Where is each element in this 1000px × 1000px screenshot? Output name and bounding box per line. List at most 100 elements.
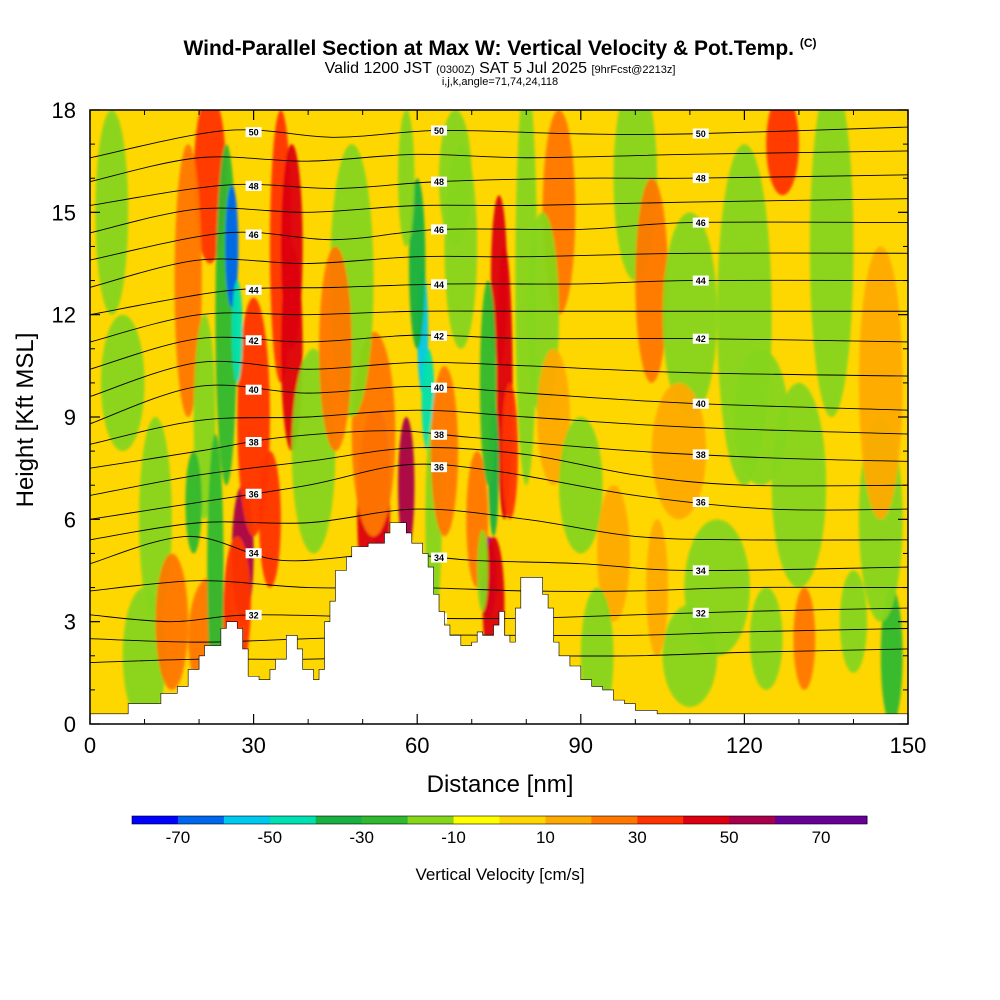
contour-label-text: 46 — [249, 230, 259, 240]
terrain-profile — [90, 522, 908, 724]
terrain-mask — [90, 522, 908, 724]
y-tick-label: 18 — [52, 98, 76, 123]
theta-contour-17 — [90, 310, 908, 343]
x-tick-label: 150 — [890, 733, 927, 758]
contour-label-text: 50 — [249, 128, 259, 138]
colorbar-swatch-0 — [132, 816, 179, 824]
contour-label-bg — [245, 229, 262, 240]
valid-date: SAT 5 Jul 2025 — [479, 60, 587, 77]
velocity-cell-51 — [766, 110, 799, 196]
contour-label-text: 32 — [249, 610, 259, 620]
velocity-cell-11 — [225, 185, 239, 308]
contour-label-32-c: 32 — [692, 607, 709, 618]
theta-contour-19 — [90, 198, 908, 234]
theta-contour-6 — [90, 279, 908, 316]
contour-label-42-b: 42 — [431, 330, 448, 341]
contour-label-text: 44 — [434, 280, 444, 290]
contour-label-46-c: 46 — [692, 217, 709, 228]
contour-label-text: 40 — [434, 383, 444, 393]
contour-label-bg — [245, 284, 262, 295]
contour-label-34-b: 34 — [431, 552, 448, 563]
velocity-cell-48 — [651, 382, 707, 520]
colorbar-swatch-1 — [177, 816, 225, 824]
contour-label-bg — [692, 275, 709, 286]
colorbar-tick-label: 50 — [720, 828, 739, 847]
chart-subtitle: Valid 1200 JST (0300Z) SAT 5 Jul 2025 [9… — [0, 60, 1000, 78]
valid-time: Valid 1200 JST — [324, 60, 432, 77]
velocity-cell-40 — [515, 110, 538, 486]
colorbar-swatch-14 — [775, 816, 822, 824]
contour-label-bg — [692, 565, 709, 576]
contour-label-text: 42 — [249, 336, 259, 346]
contour-label-bg — [245, 180, 262, 191]
colorbar-swatch-9 — [545, 816, 592, 824]
velocity-cell-14 — [207, 434, 224, 707]
contour-label-34-a: 34 — [245, 548, 262, 559]
contour-label-bg — [245, 548, 262, 559]
contour-label-bg — [431, 176, 448, 187]
contour-label-text: 48 — [696, 174, 706, 184]
contour-label-text: 38 — [434, 430, 444, 440]
x-tick-label: 0 — [84, 733, 96, 758]
contour-label-text: 34 — [696, 566, 706, 576]
contour-label-bg — [431, 462, 448, 473]
contour-label-text: 36 — [249, 489, 259, 499]
contour-label-bg — [431, 279, 448, 290]
velocity-cell-47 — [662, 212, 718, 417]
contour-label-50-c: 50 — [692, 128, 709, 139]
contour-label-bg — [692, 607, 709, 618]
contour-label-40-a: 40 — [245, 384, 262, 395]
x-axis-label: Distance [nm] — [427, 771, 574, 798]
contour-label-44-b: 44 — [431, 279, 448, 290]
theta-contour-15 — [90, 409, 908, 445]
contour-label-bg — [431, 552, 448, 563]
colorbar-swatch-13 — [729, 816, 776, 824]
contour-label-46-b: 46 — [431, 224, 448, 235]
contour-label-text: 44 — [249, 285, 259, 295]
theta-contour-0 — [90, 607, 908, 623]
contour-label-text: 50 — [696, 129, 706, 139]
contour-label-text: 40 — [696, 399, 706, 409]
colorbar-tick-label: 30 — [628, 828, 647, 847]
contour-label-text: 40 — [249, 385, 259, 395]
velocity-cell-39 — [477, 529, 489, 612]
colorbar-swatch-5 — [361, 816, 409, 824]
colorbar-swatch-3 — [269, 816, 317, 824]
colorbar-tick-label: 70 — [812, 828, 831, 847]
velocity-cell-69 — [858, 246, 903, 520]
contour-label-text: 44 — [696, 276, 706, 286]
velocity-cell-56 — [839, 570, 868, 673]
theta-contour-20 — [90, 150, 908, 183]
contour-label-50-b: 50 — [431, 125, 448, 136]
contour-label-36-c: 36 — [692, 497, 709, 508]
contour-label-bg — [692, 497, 709, 508]
velocity-cell-43 — [537, 348, 570, 486]
theta-contour-16 — [90, 360, 908, 397]
contour-label-50-a: 50 — [245, 127, 262, 138]
colorbar-tick-label: -30 — [349, 828, 374, 847]
colorbar-tick-label: -10 — [441, 828, 466, 847]
contour-label-32-a: 32 — [245, 609, 262, 620]
colorbar-swatch-6 — [407, 816, 455, 824]
contour-label-text: 32 — [696, 608, 706, 618]
theta-contour-13 — [90, 508, 908, 541]
colorbar-tick-label: -50 — [258, 828, 283, 847]
velocity-cell-38 — [479, 280, 497, 486]
contour-label-bg — [245, 127, 262, 138]
velocity-cell-35 — [501, 382, 519, 520]
theta-contour-7 — [90, 221, 908, 261]
y-tick-label: 3 — [64, 610, 76, 635]
contour-label-42-c: 42 — [692, 333, 709, 344]
velocity-cell-54 — [809, 110, 854, 417]
contour-label-bg — [245, 488, 262, 499]
contour-label-bg — [431, 125, 448, 136]
velocity-cell-26 — [398, 110, 415, 247]
contour-label-text: 36 — [696, 498, 706, 508]
contour-label-text: 34 — [434, 553, 444, 563]
contour-label-bg — [692, 333, 709, 344]
colorbar-swatch-8 — [499, 816, 546, 824]
velocity-cell-57 — [880, 587, 903, 724]
colorbar-swatch-15 — [821, 816, 868, 824]
velocity-cell-44 — [558, 417, 603, 554]
